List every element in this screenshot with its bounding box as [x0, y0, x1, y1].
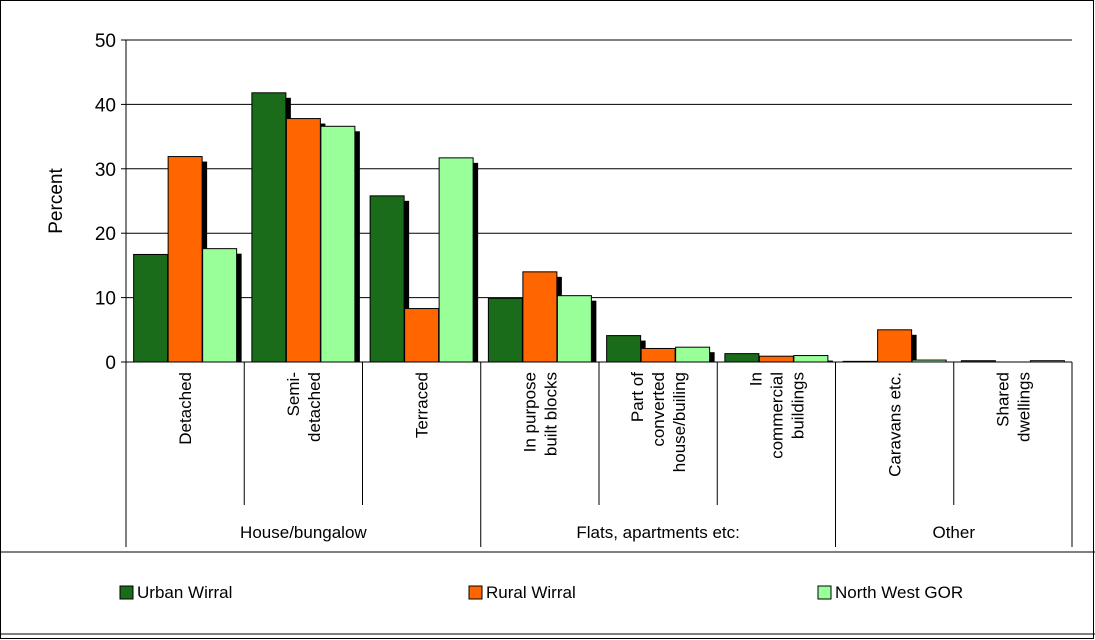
- bar: [251, 92, 287, 363]
- y-axis-label: Percent: [46, 168, 67, 234]
- y-tick-label: 30: [95, 160, 116, 181]
- bar: [285, 118, 321, 363]
- y-tick-label: 50: [95, 31, 116, 52]
- group-label: House/bungalow: [240, 523, 367, 542]
- bar: [675, 346, 711, 363]
- legend-label: Rural Wirral: [486, 583, 576, 602]
- legend-swatch: [468, 585, 483, 600]
- category-label: Semi-detached: [284, 372, 324, 442]
- bar: [320, 125, 356, 363]
- category-label: Caravans etc.: [886, 372, 905, 477]
- category-label: In commercial buildings: [746, 372, 807, 459]
- bar: [202, 248, 238, 363]
- bar: [1029, 360, 1065, 363]
- category-label: Part of converted house/builing: [628, 372, 689, 472]
- category-label: Shared dwellings: [993, 372, 1033, 442]
- legend-label: Urban Wirral: [137, 583, 232, 602]
- bar: [167, 156, 203, 363]
- bar: [606, 335, 642, 363]
- bar: [960, 360, 996, 363]
- bar: [793, 355, 829, 363]
- bar: [133, 253, 169, 363]
- bar: [369, 195, 405, 363]
- bar: [438, 157, 474, 363]
- category-label: Detached: [176, 372, 195, 445]
- group-label: Other: [932, 523, 975, 542]
- bar: [877, 329, 913, 363]
- bar: [911, 359, 947, 363]
- category-label: Terraced: [413, 372, 432, 438]
- group-label: Flats, apartments etc:: [576, 523, 739, 542]
- category-label: In purpose built blocks: [520, 372, 560, 456]
- bar: [842, 360, 878, 363]
- bar: [758, 355, 794, 363]
- legend-swatch: [119, 585, 134, 600]
- bar: [556, 295, 592, 363]
- y-tick-label: 10: [95, 289, 116, 310]
- y-tick-label: 40: [95, 95, 116, 116]
- y-tick-label: 20: [95, 224, 116, 245]
- bar: [640, 347, 676, 363]
- bar: [487, 297, 523, 363]
- legend-label: North West GOR: [835, 583, 963, 602]
- bar: [522, 271, 558, 363]
- bar: [724, 353, 760, 363]
- bar: [404, 308, 440, 363]
- y-tick-label: 0: [105, 353, 116, 374]
- legend-swatch: [817, 585, 832, 600]
